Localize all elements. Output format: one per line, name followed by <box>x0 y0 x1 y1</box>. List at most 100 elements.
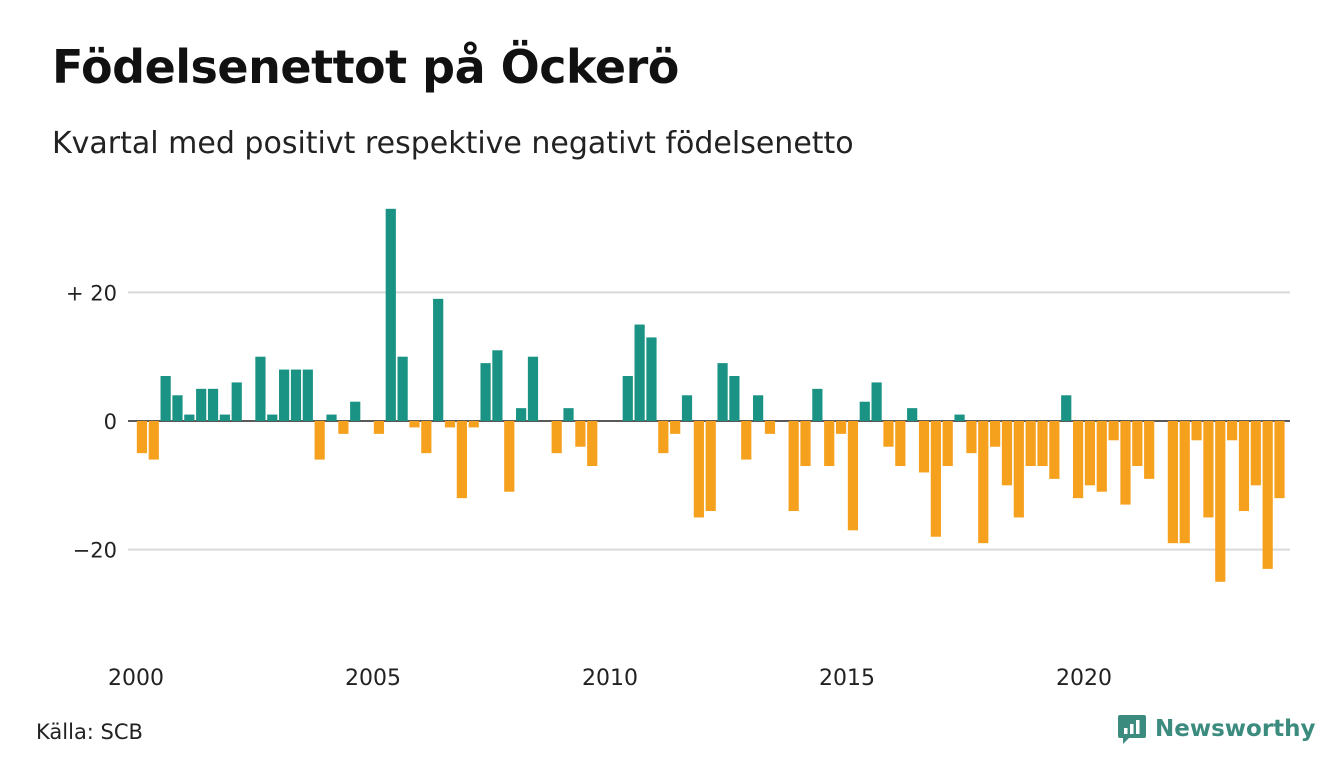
bar-negative <box>409 421 420 428</box>
bar-negative <box>575 421 586 447</box>
bar-negative <box>1132 421 1143 467</box>
bar-positive <box>907 408 918 421</box>
bar-negative <box>504 421 515 492</box>
bar-negative <box>835 421 847 434</box>
bar-negative <box>966 421 977 454</box>
source-note: Källa: SCB <box>36 720 143 744</box>
bar-positive <box>326 414 337 421</box>
bar-negative <box>705 421 716 512</box>
bar-negative <box>1084 421 1096 486</box>
bar-negative <box>444 421 456 428</box>
bar-negative <box>741 421 752 460</box>
bar-positive <box>184 414 195 421</box>
bar-negative <box>1049 421 1060 479</box>
bar-negative <box>1215 421 1226 582</box>
x-tick-label: 2020 <box>1056 666 1112 691</box>
bar-positive <box>646 337 657 421</box>
bar-negative <box>800 421 811 467</box>
bar-negative <box>1096 421 1107 492</box>
x-tick-label: 2010 <box>582 666 638 691</box>
bar-positive <box>812 388 823 421</box>
bars <box>136 208 1285 582</box>
bar-negative <box>847 421 859 531</box>
bar-positive <box>859 401 870 421</box>
bar-positive <box>480 363 491 421</box>
bar-positive <box>954 414 965 421</box>
y-axis-tick-labels: + 20 0 −20 <box>66 281 117 562</box>
bar-negative <box>1262 421 1273 569</box>
bar-negative <box>1013 421 1024 518</box>
bar-negative <box>1001 421 1013 486</box>
bar-negative <box>1037 421 1048 467</box>
chart-subtitle: Kvartal med positivt respektive negativt… <box>52 126 854 161</box>
brand-logo: Newsworthy <box>1117 712 1316 746</box>
bar-negative <box>1120 421 1131 505</box>
x-tick-label: 2005 <box>345 666 401 691</box>
bar-positive <box>397 356 408 421</box>
bar-negative <box>764 421 776 434</box>
y-tick-label: 0 <box>104 410 117 434</box>
x-axis-tick-labels: 2000 2005 2010 2015 2020 <box>108 666 1112 691</box>
bar-negative <box>1238 421 1250 512</box>
bar-negative <box>1108 421 1119 441</box>
bar-chart: + 20 0 −20 2000 2005 2010 2015 2020 <box>66 208 1290 691</box>
bar-negative <box>1191 421 1202 441</box>
bar-positive <box>385 208 396 421</box>
bar-positive <box>207 388 219 421</box>
bar-negative <box>883 421 894 447</box>
bar-negative <box>587 421 598 467</box>
bar-negative <box>1203 421 1214 518</box>
bar-negative <box>1144 421 1155 479</box>
newsworthy-logo-icon <box>1118 715 1146 744</box>
bar-positive <box>255 356 266 421</box>
bar-positive <box>279 369 290 421</box>
bar-negative <box>1167 421 1178 544</box>
bar-negative <box>1025 421 1036 467</box>
bar-positive <box>160 375 171 421</box>
bar-positive <box>634 324 645 421</box>
bar-positive <box>1061 395 1072 421</box>
bar-negative <box>136 421 148 454</box>
bar-positive <box>516 408 527 421</box>
bar-positive <box>219 414 230 421</box>
bar-negative <box>788 421 799 512</box>
bar-positive <box>267 414 278 421</box>
bar-positive <box>681 395 693 421</box>
bar-negative <box>1274 421 1285 499</box>
bar-negative <box>942 421 953 467</box>
bar-negative <box>551 421 562 454</box>
bar-positive <box>717 363 728 421</box>
bar-positive <box>753 395 764 421</box>
bar-negative <box>930 421 941 537</box>
bar-negative <box>918 421 930 473</box>
bar-negative <box>373 421 385 434</box>
bar-positive <box>527 356 539 421</box>
bar-negative <box>670 421 681 434</box>
brand-name: Newsworthy <box>1155 716 1316 742</box>
bar-negative <box>990 421 1001 447</box>
bar-negative <box>338 421 349 434</box>
bar-negative <box>1250 421 1261 486</box>
bar-negative <box>824 421 835 467</box>
bar-positive <box>350 401 361 421</box>
bar-positive <box>290 369 302 421</box>
bar-negative <box>421 421 432 454</box>
bar-positive <box>196 388 207 421</box>
bar-positive <box>729 375 740 421</box>
bar-negative <box>456 421 467 499</box>
bar-positive <box>302 369 313 421</box>
x-tick-label: 2015 <box>819 666 875 691</box>
bar-negative <box>1179 421 1190 544</box>
bar-negative <box>468 421 479 428</box>
y-tick-label: −20 <box>73 539 117 563</box>
bar-negative <box>693 421 704 518</box>
bar-negative <box>978 421 989 544</box>
bar-negative <box>1227 421 1238 441</box>
bar-negative <box>148 421 159 460</box>
bar-positive <box>563 408 574 421</box>
bar-negative <box>1072 421 1084 499</box>
bar-positive <box>492 350 503 421</box>
bar-negative <box>895 421 906 467</box>
y-tick-label: + 20 <box>66 281 117 305</box>
bar-negative <box>658 421 669 454</box>
